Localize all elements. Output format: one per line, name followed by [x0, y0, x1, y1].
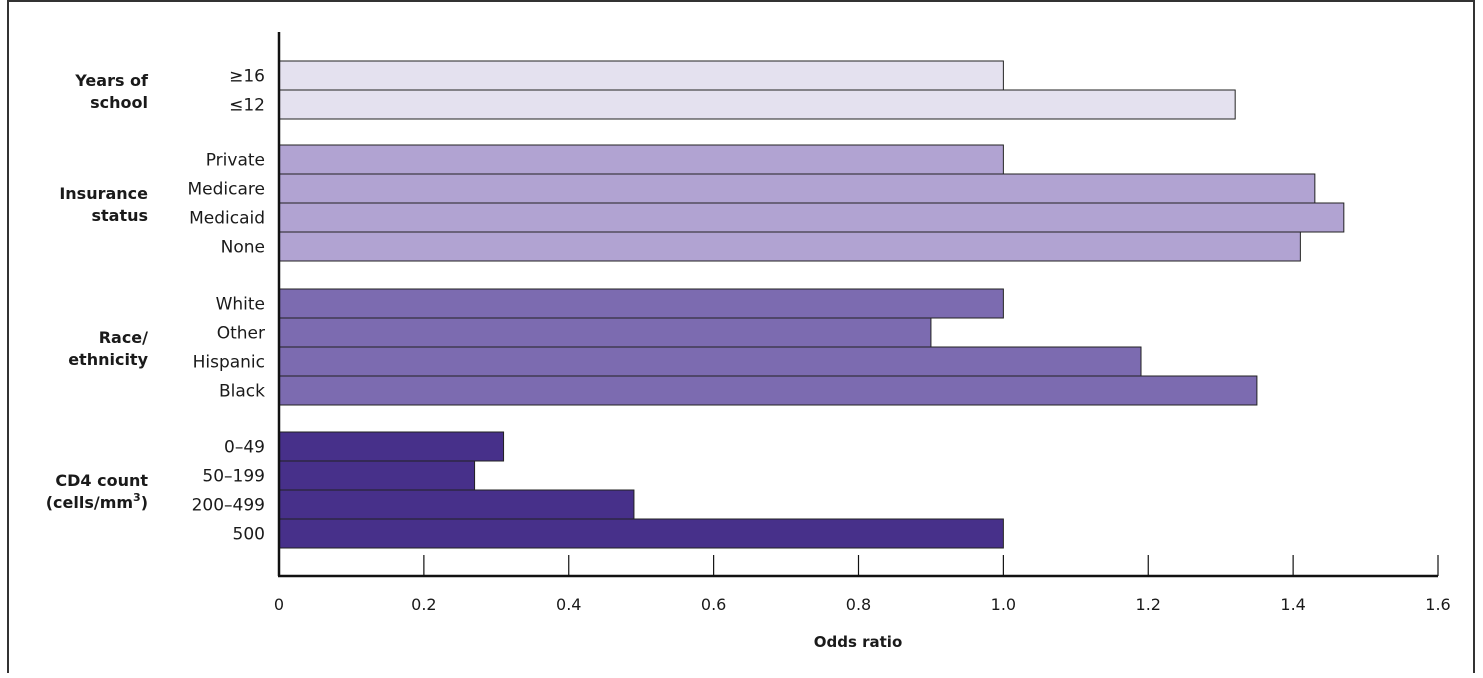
bar-cd4-count-50-199 — [278, 460, 476, 491]
group-labels: Years of school Insurance status Race/ethnic… — [46, 71, 149, 512]
category-label: Black — [219, 382, 265, 402]
x-tick-label: 1.2 — [1136, 595, 1161, 614]
category-label: 500 — [233, 525, 265, 545]
bar-insurance-medicaid — [278, 202, 1345, 233]
category-label: Medicare — [188, 180, 265, 200]
group-label-line: CD4 count — [55, 471, 148, 490]
x-tick-label: 0.2 — [411, 595, 436, 614]
x-axis: 0 0.2 0.4 0.6 0.8 1.0 1.2 1.4 1.6 — [274, 32, 1451, 614]
bar-cd4-count-500 — [278, 518, 1004, 549]
group-label-line: (cells/mm — [46, 493, 133, 512]
category-label: Other — [217, 324, 265, 344]
x-tick-label: 0.6 — [701, 595, 726, 614]
bar-race-hispanic — [278, 346, 1142, 377]
group-label-cd4-count: CD4 count (cells/mm3) — [46, 471, 149, 512]
category-label: ≤12 — [229, 96, 265, 116]
category-labels: ≥16 ≤12 Private Medicare Medicaid None White Ot… — [188, 67, 266, 545]
category-label: Hispanic — [193, 353, 265, 373]
bar-cd4-count-0-49 — [278, 431, 505, 462]
x-tick-label: 1.4 — [1280, 595, 1305, 614]
group-label-line: ethnicity — [68, 350, 148, 369]
group-label-line: Years of — [74, 71, 149, 90]
bar-cd4-count-200-499 — [278, 489, 635, 520]
group-label-years-of: Years of school — [74, 71, 149, 112]
category-label: 0–49 — [224, 438, 265, 458]
category-label: 200–499 — [192, 496, 265, 516]
group-label-line: school — [90, 93, 148, 112]
group-label-race: Race/ethnicity — [68, 328, 148, 369]
x-tick-label: 0.8 — [846, 595, 871, 614]
group-label-line: Race/ — [99, 328, 148, 347]
group-label-line: status — [91, 206, 148, 225]
category-label: White — [216, 295, 265, 315]
bars — [278, 60, 1345, 549]
bar-years-of-12 — [278, 89, 1236, 120]
group-label-line: Insurance — [59, 184, 148, 203]
category-label: Private — [206, 151, 265, 171]
bar-race-white — [278, 288, 1004, 319]
bar-race-black — [278, 375, 1258, 406]
bar-insurance-none — [278, 231, 1301, 262]
bar-years-of-16 — [278, 60, 1004, 91]
category-label: None — [221, 238, 265, 258]
bar-insurance-medicare — [278, 173, 1316, 204]
category-label: Medicaid — [189, 209, 265, 229]
x-tick-label: 0 — [274, 595, 284, 614]
group-label-superscript: 3 — [133, 491, 141, 504]
category-label: ≥16 — [229, 67, 265, 87]
x-tick-label: 1.0 — [991, 595, 1016, 614]
category-label: 50–199 — [202, 467, 265, 487]
group-label-line: ) — [141, 493, 148, 512]
frame — [7, 0, 1475, 673]
x-axis-title: Odds ratio — [814, 633, 903, 651]
x-tick-label: 1.6 — [1425, 595, 1450, 614]
group-label-insurance: Insurance status — [59, 184, 148, 225]
bar-race-other — [278, 317, 932, 348]
x-tick-label: 0.4 — [556, 595, 581, 614]
bar-insurance-private — [278, 144, 1004, 175]
